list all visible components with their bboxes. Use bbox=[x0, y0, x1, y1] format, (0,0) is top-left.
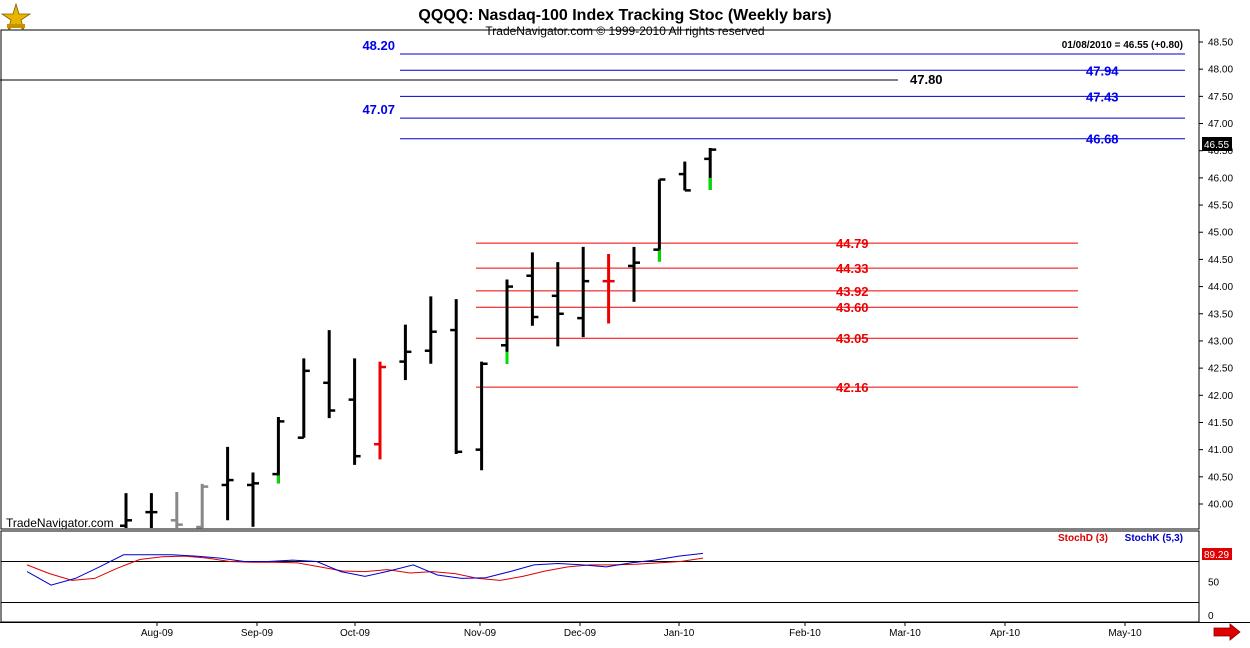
date-tick-label: Mar-10 bbox=[889, 628, 921, 639]
stoch-series-k bbox=[26, 552, 704, 586]
level-label-44.79: 44.79 bbox=[836, 236, 869, 251]
last-quote-label: 01/08/2010 = 46.55 (+0.80) bbox=[1062, 40, 1183, 51]
date-tick-label: Feb-10 bbox=[789, 628, 821, 639]
date-axis: Aug-09 Sep-09 Oct-09 Nov-09 Dec-09 Jan-10 Feb-… bbox=[141, 622, 1142, 639]
watermark-label: TradeNavigator.com bbox=[6, 516, 114, 530]
ohlc-bar bbox=[399, 324, 412, 381]
price-tick-label: 43.50 bbox=[1208, 309, 1233, 320]
ohlc-bar bbox=[424, 296, 437, 364]
date-tick-label: Aug-09 bbox=[141, 628, 174, 639]
level-label-43.60: 43.60 bbox=[836, 300, 869, 315]
ohlc-bar bbox=[323, 330, 336, 419]
stochD-legend: StochD (3) bbox=[1058, 533, 1108, 544]
price-tick-label: 44.50 bbox=[1208, 255, 1233, 266]
ohlc-bar bbox=[272, 417, 285, 484]
level-label-42.16: 42.16 bbox=[836, 380, 869, 395]
ohlc-bar bbox=[678, 161, 691, 192]
level-label-47.07: 47.07 bbox=[362, 102, 395, 117]
price-panel-frame bbox=[0, 29, 1200, 530]
ohlc-bar bbox=[551, 262, 564, 347]
copyright-subtitle: TradeNavigator.com © 1999-2010 All right… bbox=[485, 24, 764, 38]
price-tick-label: 46.50 bbox=[1208, 146, 1233, 157]
date-tick-label: Nov-09 bbox=[464, 628, 497, 639]
price-tick-label: 48.00 bbox=[1208, 65, 1233, 76]
level-label-46.68: 46.68 bbox=[1086, 132, 1119, 147]
price-tick-label: 47.00 bbox=[1208, 119, 1233, 130]
stoch-value-tag-label: 89.29 bbox=[1204, 550, 1229, 561]
level-label-43.05: 43.05 bbox=[836, 331, 869, 346]
stochastic-panel: 50 0 bbox=[1, 552, 1220, 622]
level-label-47.94: 47.94 bbox=[1086, 63, 1119, 78]
price-tick-label: 40.50 bbox=[1208, 472, 1233, 483]
ohlc-bar bbox=[628, 246, 640, 302]
stoch-value-tag bbox=[1202, 548, 1232, 560]
ohlc-bar bbox=[577, 246, 590, 338]
date-tick-label: Dec-09 bbox=[564, 628, 597, 639]
price-tick-label: 41.50 bbox=[1208, 418, 1233, 429]
ohlc-bar bbox=[450, 299, 463, 454]
date-tick-label: May-10 bbox=[1108, 628, 1142, 639]
level-label-43.92: 43.92 bbox=[836, 284, 869, 299]
price-tick-label: 43.00 bbox=[1208, 336, 1233, 347]
price-tick-label: 46.00 bbox=[1208, 173, 1233, 184]
level-label-48.20: 48.20 bbox=[362, 38, 395, 53]
price-bars bbox=[120, 147, 717, 529]
ohlc-bar bbox=[120, 493, 132, 528]
stoch-series-d bbox=[26, 555, 704, 581]
ohlc-bar bbox=[221, 446, 234, 521]
price-axis: 48.50 48.00 47.50 47.00 46.50 46.00 45.50 45.00… bbox=[1199, 38, 1233, 511]
price-tick-label: 42.00 bbox=[1208, 391, 1233, 402]
price-tick-label: 42.50 bbox=[1208, 364, 1233, 375]
stoch-tick-label: 0 bbox=[1208, 611, 1214, 622]
price-tick-label: 45.00 bbox=[1208, 228, 1233, 239]
ohlc-bar bbox=[196, 483, 209, 529]
ohlc-bar bbox=[653, 178, 666, 262]
chart-title: QQQQ: Nasdaq-100 Index Tracking Stoc (We… bbox=[418, 7, 831, 24]
ohlc-bar bbox=[348, 358, 361, 465]
price-tick-label: 48.50 bbox=[1208, 38, 1233, 49]
ohlc-bar bbox=[247, 472, 259, 527]
date-tick-label: Oct-09 bbox=[340, 628, 370, 639]
level-label-47.43: 47.43 bbox=[1086, 89, 1119, 104]
ohlc-bar bbox=[297, 358, 310, 439]
scroll-right-arrow-icon[interactable] bbox=[1213, 623, 1241, 641]
price-tick-label: 44.00 bbox=[1208, 282, 1233, 293]
level-label-44.33: 44.33 bbox=[836, 261, 869, 276]
price-tick-label: 45.50 bbox=[1208, 201, 1233, 212]
stochK-legend: StochK (5,3) bbox=[1125, 533, 1183, 544]
ohlc-bar bbox=[704, 147, 717, 190]
price-tick-label: 40.00 bbox=[1208, 500, 1233, 511]
stoch-tick-label: 50 bbox=[1208, 577, 1220, 588]
level-label-47.80: 47.80 bbox=[910, 72, 943, 87]
date-tick-label: Sep-09 bbox=[241, 628, 274, 639]
price-tick-label: 47.50 bbox=[1208, 92, 1233, 103]
stoch-panel-frame bbox=[0, 530, 1200, 623]
ohlc-bar bbox=[145, 493, 158, 528]
date-tick-label: Jan-10 bbox=[664, 628, 695, 639]
ohlc-bar bbox=[475, 361, 488, 471]
ohlc-bar bbox=[602, 253, 615, 324]
current-price-tag-label: 46.55 bbox=[1204, 140, 1229, 151]
support-resistance-levels: 48.20 47.94 47.80 47.43 47.07 46.68 44.79 44.33… bbox=[0, 38, 1185, 395]
ohlc-bar bbox=[374, 361, 386, 460]
price-tick-label: 41.00 bbox=[1208, 445, 1233, 456]
ohlc-bar bbox=[501, 279, 513, 364]
ohlc-bar bbox=[526, 252, 539, 326]
ohlc-bar bbox=[170, 492, 183, 528]
date-tick-label: Apr-10 bbox=[990, 628, 1020, 639]
tradenavigator-logo-icon[interactable] bbox=[0, 2, 32, 32]
current-price-tag bbox=[1202, 137, 1232, 151]
